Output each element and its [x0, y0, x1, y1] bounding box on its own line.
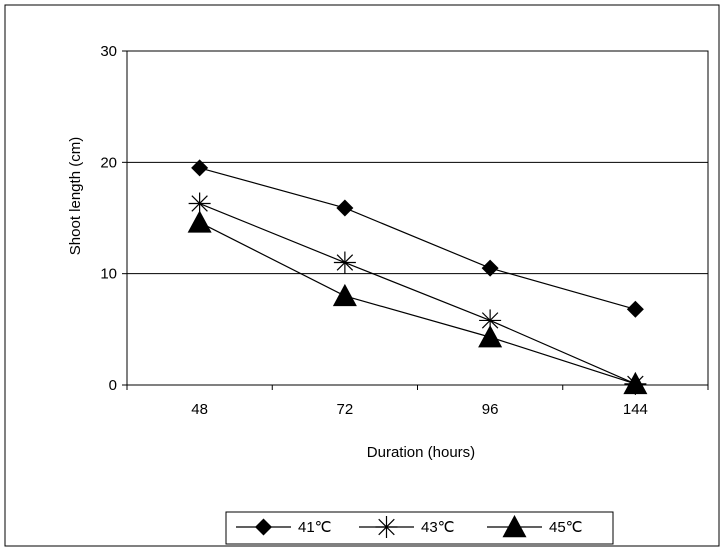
series-1 [191, 159, 644, 318]
legend-marker [375, 516, 398, 538]
data-point-marker [481, 259, 499, 277]
axes: 0 10 20 30 48 72 96 144 [100, 43, 709, 418]
legend-marker [255, 518, 272, 536]
legend-label: 41℃ [298, 519, 332, 536]
data-point-marker [332, 283, 357, 307]
legend-item: 43℃ [359, 516, 455, 538]
legend-label: 43℃ [421, 519, 455, 536]
series-line [199, 167, 636, 310]
series-3 [187, 210, 648, 395]
y-axis-label: Shoot length (cm) [67, 137, 84, 255]
legend-marker [502, 515, 527, 538]
data-point-marker [191, 159, 209, 177]
series-line [199, 202, 636, 385]
y-tick-label: 20 [100, 154, 117, 171]
data-point-marker [336, 199, 354, 217]
data-point-marker [187, 210, 212, 233]
data-point-marker [479, 309, 502, 332]
legend: 41℃ 43℃ 45℃ [225, 511, 614, 545]
data-point-marker [333, 251, 356, 274]
legend-item: 45℃ [487, 515, 583, 538]
data-point-marker [623, 371, 648, 395]
x-tick-label: 72 [337, 401, 354, 418]
legend-box [225, 511, 614, 545]
x-axis-label: Duration (hours) [367, 444, 475, 461]
legend-label: 45℃ [549, 519, 583, 536]
chart-area-border [4, 4, 720, 547]
x-tick-label: 144 [623, 401, 648, 418]
gridlines [127, 161, 708, 275]
data-point-marker [626, 300, 644, 318]
data-point-marker [478, 325, 503, 348]
x-tick-label: 48 [191, 401, 208, 418]
y-tick-label: 0 [109, 377, 117, 394]
series-group [187, 159, 648, 395]
y-tick-label: 30 [100, 43, 117, 60]
series-line [199, 221, 636, 385]
x-tick-label: 96 [482, 401, 499, 418]
legend-item: 41℃ [236, 518, 332, 536]
y-tick-label: 10 [100, 266, 117, 283]
